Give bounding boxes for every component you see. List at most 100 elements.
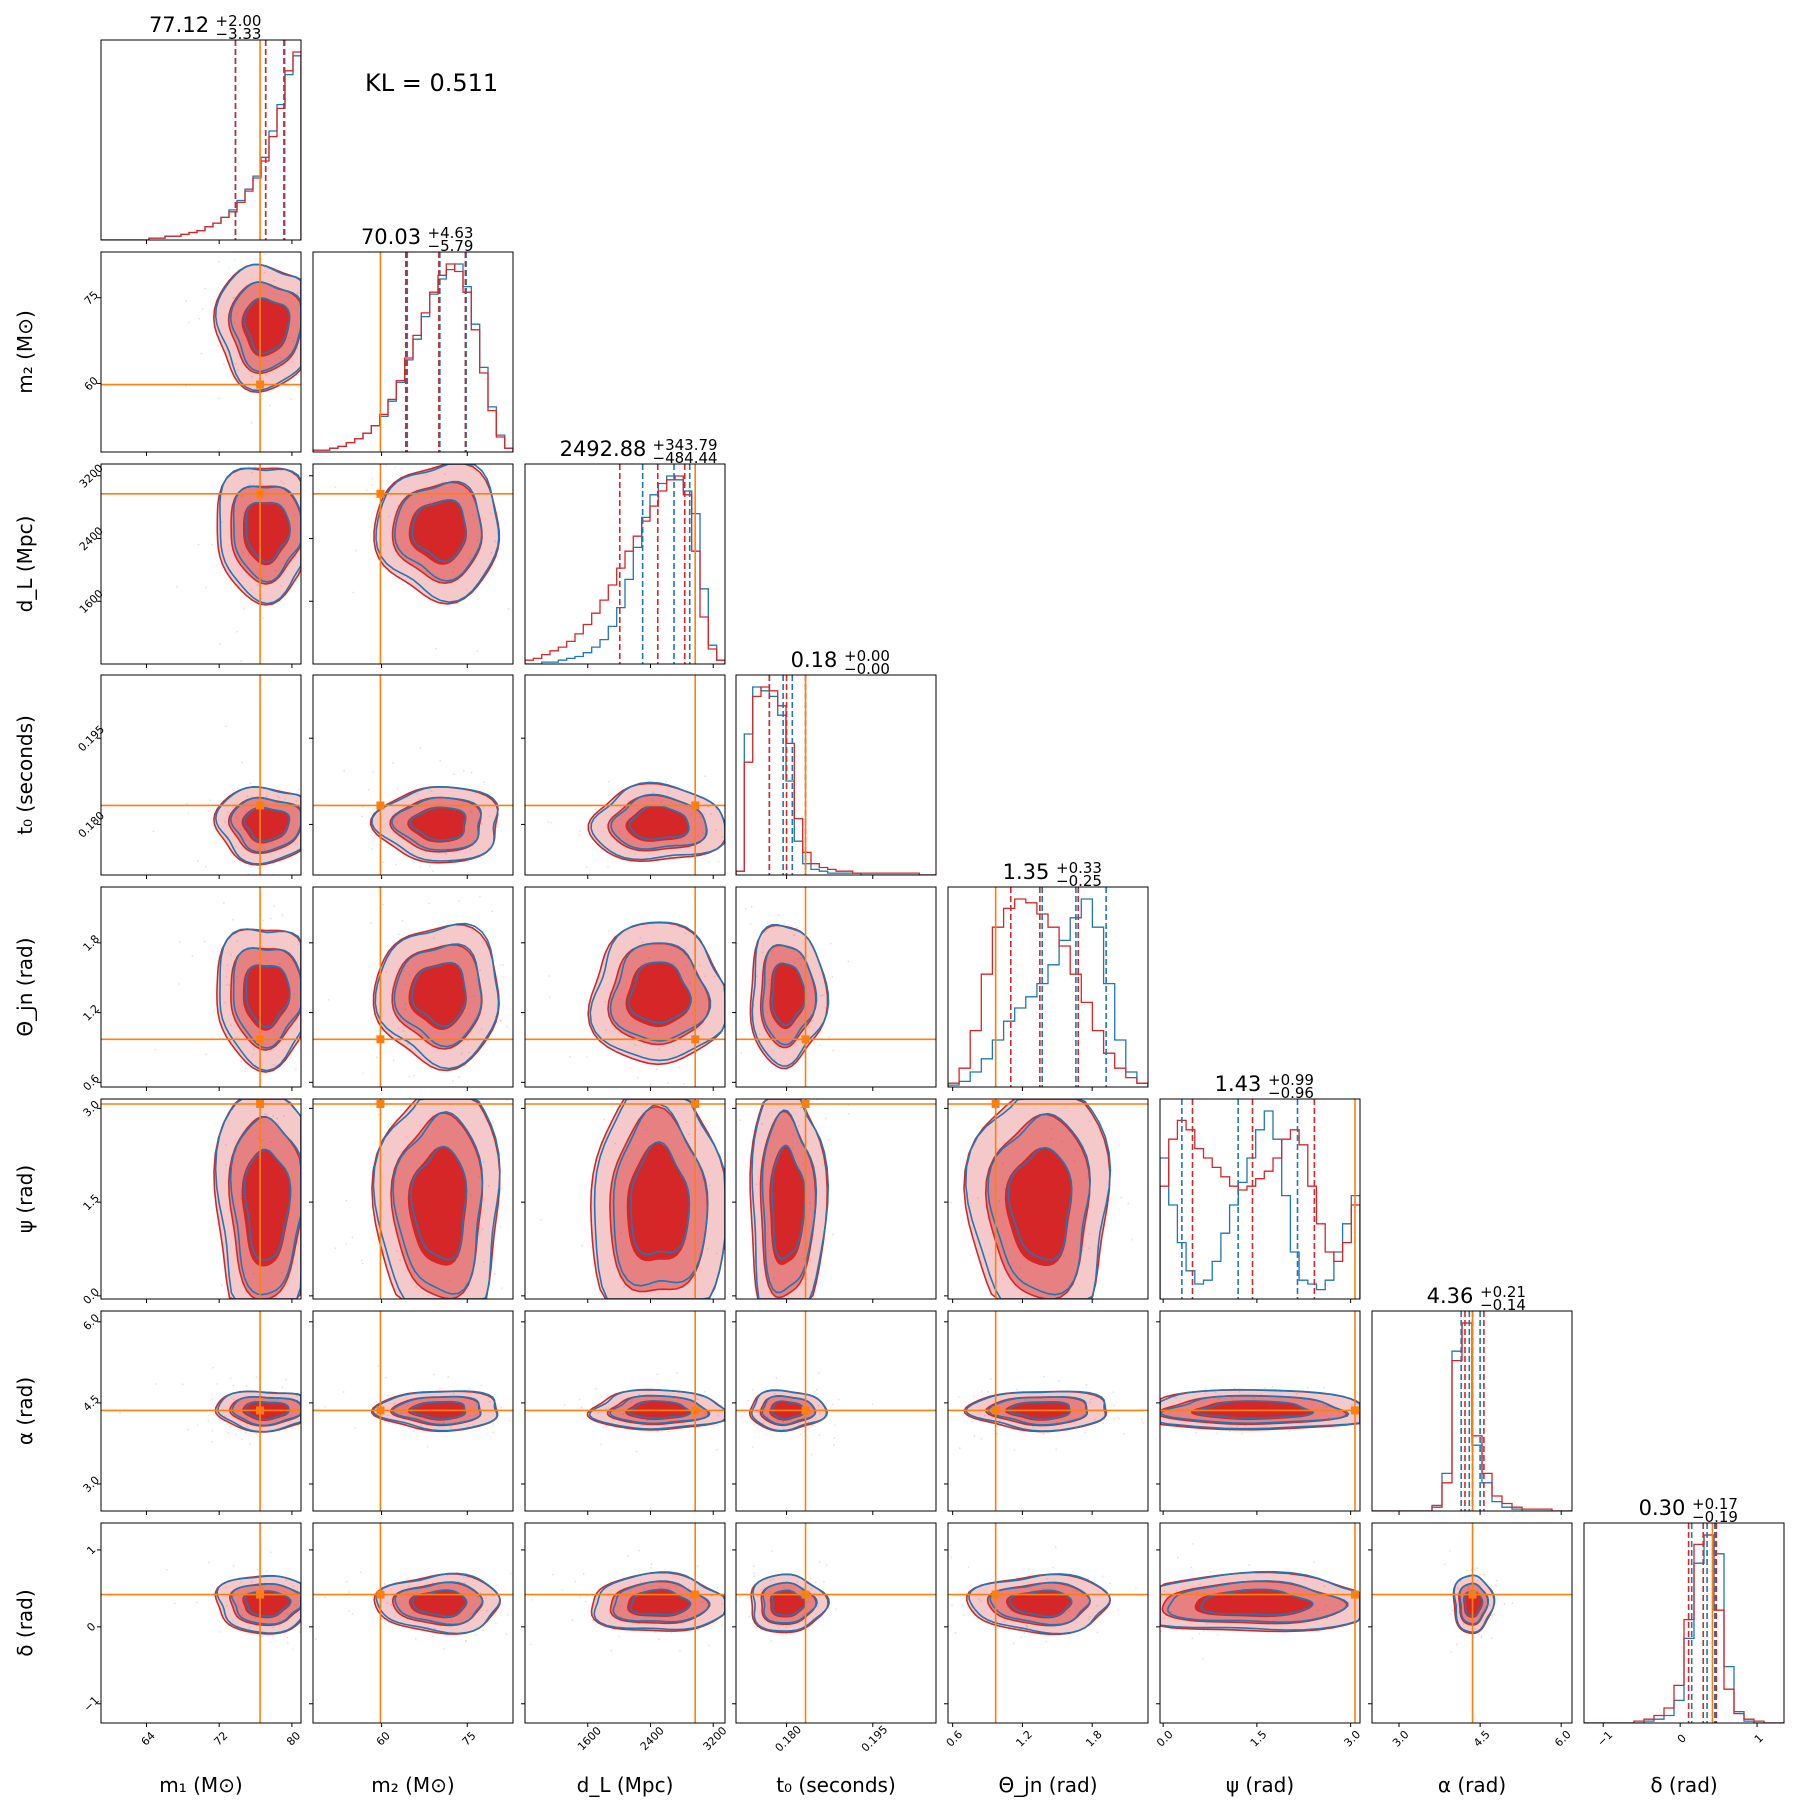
sample-point: [308, 480, 310, 482]
sample-point: [205, 586, 208, 589]
sample-point: [477, 1176, 480, 1179]
sample-point: [666, 1082, 669, 1084]
sample-point: [448, 843, 451, 846]
sample-point: [967, 1566, 970, 1568]
sample-point: [1402, 1405, 1404, 1407]
sample-point: [828, 1608, 831, 1610]
sample-point: [314, 1638, 317, 1641]
sample-point: [245, 1385, 248, 1388]
sample-point: [741, 1040, 743, 1042]
sample-point: [428, 462, 430, 464]
sample-point: [791, 1369, 793, 1371]
sample-point: [1042, 1375, 1045, 1378]
sample-point: [309, 241, 311, 243]
sample-point: [470, 771, 473, 774]
sample-point: [254, 465, 256, 468]
sample-point: [348, 1591, 351, 1593]
sample-point: [354, 1427, 357, 1429]
sample-point: [547, 821, 550, 823]
sample-point: [701, 1601, 704, 1603]
sample-point: [636, 1076, 639, 1079]
sample-point: [421, 1034, 423, 1036]
sample-point: [371, 847, 374, 850]
sample-point: [288, 1216, 291, 1219]
sample-point: [1097, 1437, 1099, 1439]
x-axis-label-alpha: α (rad): [1438, 1773, 1506, 1797]
sample-point: [450, 1619, 453, 1622]
sample-point: [818, 1412, 821, 1415]
sample-point: [613, 1357, 615, 1359]
x-tick-label: 72: [211, 1729, 230, 1748]
y-tick-label: 0.180: [76, 809, 107, 840]
sample-point: [688, 1133, 690, 1136]
sample-point: [1244, 1424, 1247, 1427]
sample-point: [551, 1573, 554, 1576]
sample-point: [463, 1576, 465, 1579]
sample-point: [403, 970, 405, 972]
contour-panel-t0-alpha: [732, 1310, 937, 1515]
contour-series-b: [1453, 1574, 1496, 1634]
sample-point: [224, 1001, 227, 1004]
contour-series-b: [229, 796, 301, 853]
sample-point: [618, 1635, 621, 1638]
sample-point: [416, 793, 419, 795]
sample-point: [792, 1133, 794, 1136]
panel-title-delta: 0.30: [1639, 1496, 1686, 1520]
sample-point: [469, 996, 472, 999]
sample-point: [1096, 1604, 1098, 1607]
sample-point: [1055, 1448, 1057, 1451]
sample-point: [582, 1573, 585, 1575]
sample-point: [1421, 1565, 1423, 1567]
sample-point: [618, 831, 621, 833]
sample-point: [783, 1095, 785, 1097]
x-tick-label: 0: [1675, 1732, 1689, 1746]
sample-point: [1323, 1585, 1326, 1588]
y-tick-label: −1: [81, 1694, 102, 1715]
sample-point: [1483, 1574, 1486, 1576]
y-tick-label: 3.0: [81, 1098, 103, 1120]
sample-point: [670, 1631, 673, 1634]
sample-point: [333, 341, 335, 343]
sample-point: [756, 1595, 759, 1597]
sample-point: [241, 495, 244, 498]
panel-frame: [1583, 1522, 1785, 1724]
sample-point: [919, 1157, 921, 1159]
sample-point: [416, 840, 418, 843]
sample-point: [877, 1244, 879, 1246]
histogram-series-a-t0: [736, 686, 936, 875]
contour-series-b: [374, 922, 500, 1070]
sample-point: [293, 993, 296, 995]
sample-point: [375, 1400, 378, 1403]
sample-point: [708, 861, 711, 863]
sample-point: [770, 950, 773, 953]
sample-point: [1041, 1587, 1044, 1590]
sample-point: [1495, 1579, 1498, 1582]
sample-point: [264, 253, 267, 256]
sample-point: [372, 771, 375, 773]
sample-point: [224, 725, 227, 728]
sample-point: [155, 1383, 158, 1385]
sample-point: [713, 1095, 715, 1097]
sample-point: [1090, 1398, 1092, 1400]
sample-point: [521, 1138, 523, 1140]
sample-point: [1051, 1357, 1053, 1359]
sample-point: [1323, 1386, 1325, 1389]
sample-point: [248, 465, 250, 468]
sample-point: [655, 1068, 658, 1071]
sample-point: [1075, 1608, 1078, 1610]
sample-point: [832, 1049, 835, 1052]
x-tick-label: 1: [1752, 1732, 1766, 1746]
contour-series-b: [375, 464, 500, 604]
sample-point: [1081, 1249, 1084, 1252]
sample-point: [447, 1375, 450, 1378]
sample-point: [163, 1311, 165, 1313]
sample-point: [218, 1631, 221, 1633]
x-tick-label: 2400: [638, 1724, 667, 1753]
sample-point: [227, 811, 230, 813]
sample-point: [437, 1585, 440, 1588]
sample-point: [191, 453, 193, 455]
sample-point: [495, 1584, 498, 1587]
sample-point: [1058, 1008, 1060, 1010]
contour-series-b: [989, 1581, 1091, 1626]
sample-point: [482, 1228, 484, 1230]
